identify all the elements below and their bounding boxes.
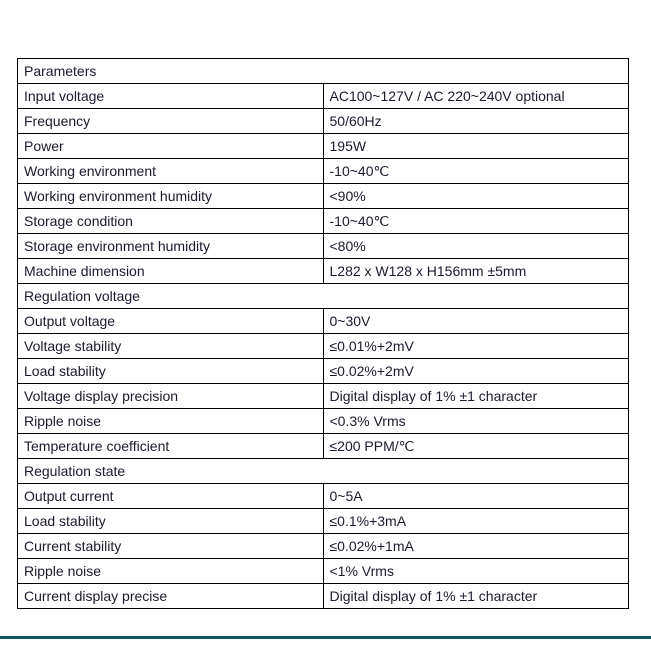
param-label: Current display precise [18, 584, 324, 609]
param-label: Output current [18, 484, 324, 509]
param-label: Machine dimension [18, 259, 324, 284]
bottom-rule [0, 636, 651, 639]
param-value: ≤0.02%+1mA [323, 534, 629, 559]
section-header: Regulation state [18, 459, 629, 484]
param-label: Power [18, 134, 324, 159]
param-value: 0~5A [323, 484, 629, 509]
param-value: 0~30V [323, 309, 629, 334]
param-value: ≤200 PPM/℃ [323, 434, 629, 459]
param-label: Current stability [18, 534, 324, 559]
param-value: ≤0.02%+2mV [323, 359, 629, 384]
param-label: Output voltage [18, 309, 324, 334]
param-value: 195W [323, 134, 629, 159]
param-value: ≤0.01%+2mV [323, 334, 629, 359]
param-value: -10~40℃ [323, 159, 629, 184]
spec-table-body: ParametersInput voltageAC100~127V / AC 2… [18, 59, 629, 609]
param-label: Temperature coefficient [18, 434, 324, 459]
param-label: Ripple noise [18, 409, 324, 434]
param-label: Working environment humidity [18, 184, 324, 209]
param-value: <1% Vrms [323, 559, 629, 584]
param-value: Digital display of 1% ±1 character [323, 584, 629, 609]
param-value: <80% [323, 234, 629, 259]
param-value: <0.3% Vrms [323, 409, 629, 434]
spec-table-container: ParametersInput voltageAC100~127V / AC 2… [17, 58, 629, 609]
param-value: <90% [323, 184, 629, 209]
param-label: Voltage stability [18, 334, 324, 359]
param-value: 50/60Hz [323, 109, 629, 134]
param-value: ≤0.1%+3mA [323, 509, 629, 534]
param-value: Digital display of 1% ±1 character [323, 384, 629, 409]
param-value: AC100~127V / AC 220~240V optional [323, 84, 629, 109]
section-header: Parameters [18, 59, 629, 84]
param-label: Storage condition [18, 209, 324, 234]
param-label: Input voltage [18, 84, 324, 109]
param-label: Ripple noise [18, 559, 324, 584]
spec-table: ParametersInput voltageAC100~127V / AC 2… [17, 58, 629, 609]
param-label: Load stability [18, 359, 324, 384]
param-value: L282 x W128 x H156mm ±5mm [323, 259, 629, 284]
section-header: Regulation voltage [18, 284, 629, 309]
param-label: Working environment [18, 159, 324, 184]
param-value: -10~40℃ [323, 209, 629, 234]
param-label: Load stability [18, 509, 324, 534]
param-label: Frequency [18, 109, 324, 134]
param-label: Voltage display precision [18, 384, 324, 409]
param-label: Storage environment humidity [18, 234, 324, 259]
